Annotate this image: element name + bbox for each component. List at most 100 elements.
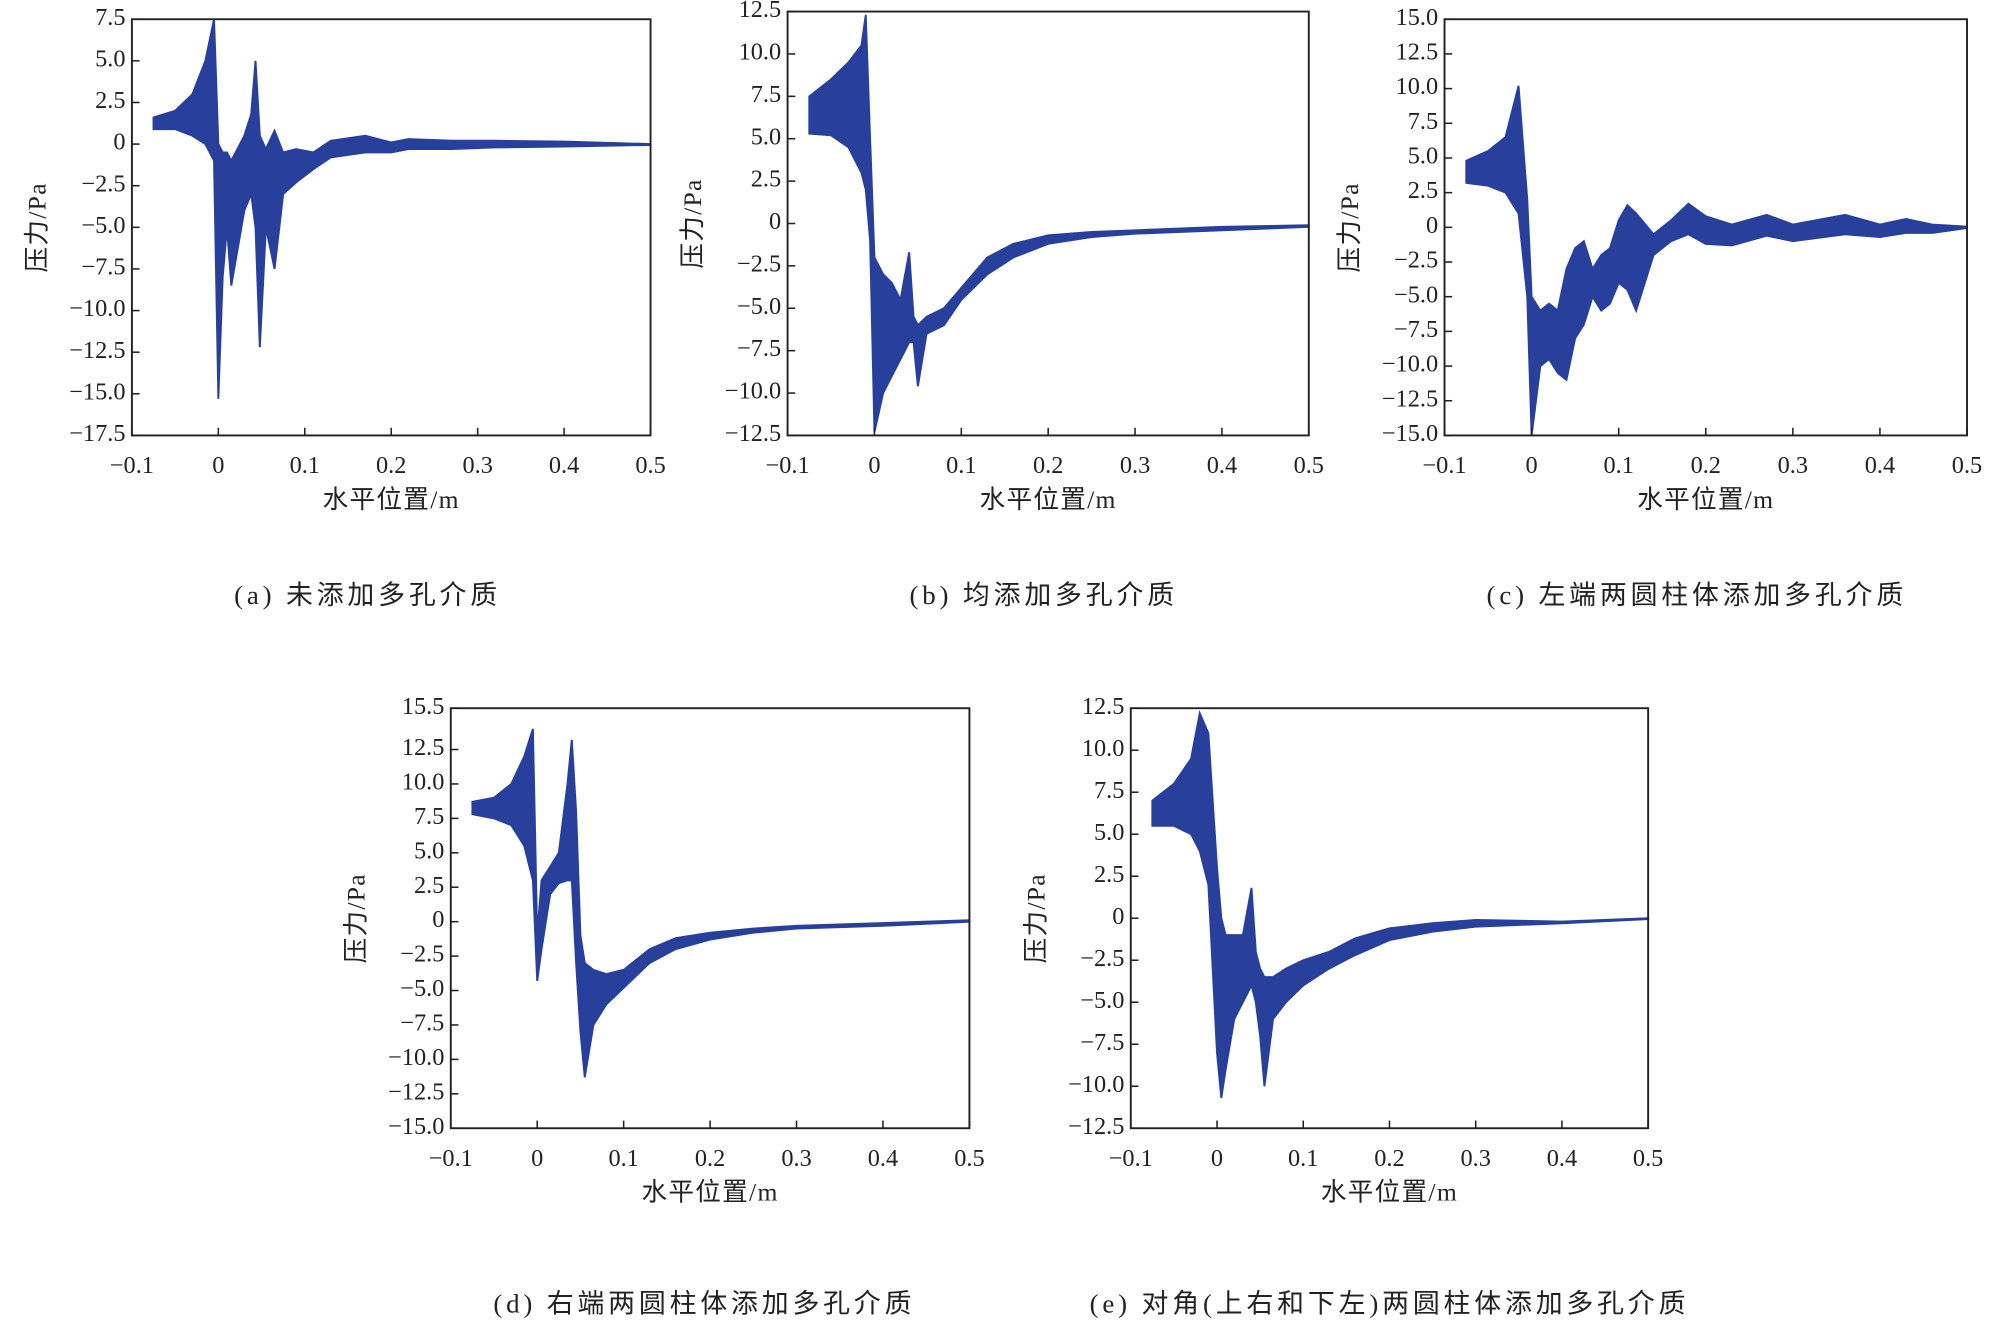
y-tick-label: 5.0 bbox=[95, 45, 125, 72]
y-tick-label: −2.5 bbox=[1394, 247, 1438, 274]
y-tick-label: 10.0 bbox=[402, 769, 445, 796]
x-tick-label: 0.4 bbox=[1547, 1145, 1577, 1172]
y-tick-label: 2.5 bbox=[1408, 177, 1438, 204]
x-tick-label: 0.4 bbox=[868, 1145, 898, 1172]
y-tick-label: −10.0 bbox=[1068, 1071, 1124, 1098]
x-tick-label: 0.5 bbox=[954, 1145, 984, 1172]
pressure-band bbox=[808, 14, 1310, 433]
y-tick-label: −12.5 bbox=[69, 337, 125, 364]
y-tick-label: 0 bbox=[769, 208, 781, 235]
pressure-band bbox=[1465, 85, 1968, 436]
y-tick-label: −12.5 bbox=[388, 1078, 444, 1105]
y-tick-label: −7.5 bbox=[1394, 316, 1438, 343]
x-tick-label: 0.5 bbox=[1952, 452, 1982, 479]
y-tick-label: −2.5 bbox=[81, 170, 125, 197]
y-tick-label: −7.5 bbox=[1080, 1029, 1124, 1056]
x-tick-label: −0.1 bbox=[110, 452, 154, 479]
x-axis-label: 水平位置/m bbox=[980, 485, 1117, 514]
pressure-band bbox=[1151, 709, 1650, 1099]
y-tick-label: −7.5 bbox=[737, 335, 781, 362]
x-tick-label: 0.1 bbox=[290, 452, 320, 479]
x-tick-label: 0.3 bbox=[1778, 452, 1808, 479]
x-tick-label: 0.2 bbox=[1033, 452, 1063, 479]
y-tick-label: 5.0 bbox=[751, 123, 781, 150]
x-tick-label: −0.1 bbox=[1109, 1145, 1153, 1172]
y-tick-label: 10.0 bbox=[1082, 735, 1125, 762]
x-tick-label: 0.2 bbox=[1374, 1145, 1404, 1172]
x-tick-label: 0.1 bbox=[608, 1145, 638, 1172]
y-tick-label: 2.5 bbox=[95, 87, 125, 114]
x-tick-label: 0.3 bbox=[462, 452, 492, 479]
x-tick-label: 0.1 bbox=[1603, 452, 1633, 479]
x-tick-label: 0.4 bbox=[1207, 452, 1237, 479]
y-tick-label: 5.0 bbox=[1408, 143, 1438, 170]
y-tick-label: −10.0 bbox=[388, 1044, 444, 1071]
y-tick-label: 12.5 bbox=[1082, 693, 1125, 720]
caption: (b) 均添加多孔介质 bbox=[909, 580, 1177, 610]
y-tick-label: 0 bbox=[432, 906, 444, 933]
y-axis-label: 压力/Pa bbox=[1021, 873, 1050, 963]
pressure-band bbox=[152, 19, 652, 399]
y-axis-label: 压力/Pa bbox=[678, 178, 707, 268]
x-tick-label: 0.2 bbox=[1691, 452, 1721, 479]
x-axis-label: 水平位置/m bbox=[642, 1178, 779, 1207]
y-tick-label: 2.5 bbox=[1094, 861, 1124, 888]
chart: −0.1 0 0.1 0.2 0.3 0.4 0.5 7.5 5.0 2.5 0 −2.5 −5.0 −7… bbox=[23, 4, 666, 610]
y-tick-label: −7.5 bbox=[81, 254, 125, 281]
x-tick-label: −0.1 bbox=[1422, 452, 1466, 479]
y-axis-label: 压力/Pa bbox=[341, 873, 370, 963]
y-tick-label: 12.5 bbox=[1396, 38, 1439, 65]
caption: (c) 左端两圆柱体添加多孔介质 bbox=[1487, 580, 1908, 610]
y-tick-label: −2.5 bbox=[1080, 945, 1124, 972]
y-tick-label: 10.0 bbox=[739, 39, 782, 66]
y-tick-label: 7.5 bbox=[1408, 108, 1438, 135]
x-tick-label: 0 bbox=[1526, 452, 1538, 479]
y-tick-label: −15.0 bbox=[388, 1113, 444, 1140]
y-tick-label: −15.0 bbox=[1382, 420, 1438, 447]
y-tick-label: 5.0 bbox=[414, 837, 444, 864]
x-tick-label: 0.5 bbox=[1294, 452, 1324, 479]
x-axis-label: 水平位置/m bbox=[323, 485, 460, 514]
x-tick-label: 0 bbox=[1211, 1145, 1223, 1172]
caption: (e) 对角(上右和下左)两圆柱体添加多孔介质 bbox=[1090, 1288, 1690, 1318]
y-tick-label: −7.5 bbox=[400, 1010, 444, 1037]
x-tick-label: 0.5 bbox=[635, 452, 665, 479]
y-tick-label: 0 bbox=[113, 129, 125, 156]
y-tick-label: −15.0 bbox=[69, 378, 125, 405]
y-tick-label: −10.0 bbox=[1382, 351, 1438, 378]
y-tick-label: −10.0 bbox=[69, 295, 125, 322]
y-tick-label: 12.5 bbox=[739, 0, 782, 23]
x-tick-label: 0.3 bbox=[781, 1145, 811, 1172]
y-tick-label: 2.5 bbox=[414, 872, 444, 899]
x-tick-label: 0.2 bbox=[376, 452, 406, 479]
y-tick-label: −5.0 bbox=[737, 293, 781, 320]
caption: (d) 右端两圆柱体添加多孔介质 bbox=[493, 1288, 915, 1318]
y-tick-label: 15.0 bbox=[1396, 4, 1439, 31]
y-axis-label: 压力/Pa bbox=[23, 182, 52, 272]
x-tick-label: 0 bbox=[868, 452, 880, 479]
plot-frame bbox=[449, 707, 971, 1130]
y-tick-label: −5.0 bbox=[1394, 281, 1438, 308]
caption: (a) 未添加多孔介质 bbox=[234, 580, 501, 610]
x-tick-label: 0.1 bbox=[946, 452, 976, 479]
chart: −0.1 0 0.1 0.2 0.3 0.4 0.5 15.0 12.5 10.0 7.5 5.0 2.… bbox=[1335, 4, 1982, 610]
y-tick-label: 7.5 bbox=[414, 803, 444, 830]
y-tick-label: 5.0 bbox=[1094, 819, 1124, 846]
y-tick-label: 10.0 bbox=[1396, 73, 1439, 100]
y-tick-label: 15.5 bbox=[402, 693, 445, 720]
x-tick-label: 0.2 bbox=[695, 1145, 725, 1172]
x-tick-label: 0.4 bbox=[549, 452, 579, 479]
y-tick-label: −5.0 bbox=[81, 212, 125, 239]
x-tick-label: 0.4 bbox=[1865, 452, 1895, 479]
y-tick-label: 0 bbox=[1426, 212, 1438, 239]
y-tick-label: −2.5 bbox=[400, 941, 444, 968]
chart: −0.1 0 0.1 0.2 0.3 0.4 0.5 12.5 10.0 7.5 5.0 2.5 0 −2… bbox=[678, 0, 1324, 610]
y-tick-label: 2.5 bbox=[751, 166, 781, 193]
y-tick-label: 12.5 bbox=[402, 734, 445, 761]
x-tick-label: −0.1 bbox=[429, 1145, 473, 1172]
chart: −0.1 0 0.1 0.2 0.3 0.4 0.5 12.5 10.0 7.5 5.0 2.5 0 −2… bbox=[1021, 693, 1690, 1319]
y-tick-label: −12.5 bbox=[725, 420, 781, 447]
y-tick-label: −12.5 bbox=[1068, 1113, 1124, 1140]
x-tick-label: 0.3 bbox=[1120, 452, 1150, 479]
